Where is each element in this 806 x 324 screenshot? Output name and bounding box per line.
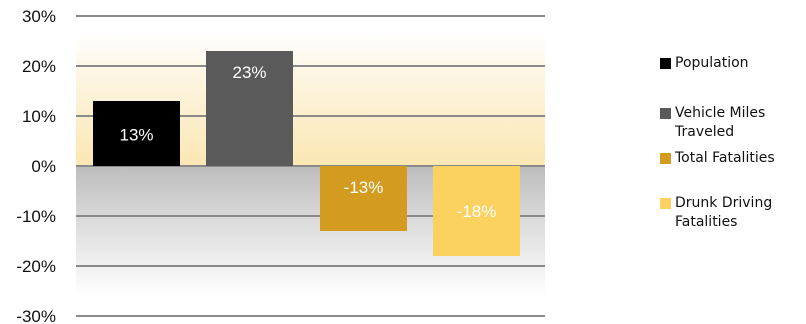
y-tick-label: -20% [16, 257, 56, 276]
y-tick-label: 0% [31, 157, 56, 176]
y-tick-label: 30% [22, 7, 56, 26]
bar-value-label: -13% [344, 178, 384, 197]
y-tick-label: -30% [16, 307, 56, 324]
legend-label-total-fatalities: Total Fatalities [675, 150, 775, 166]
legend-swatch-total-fatalities [660, 153, 671, 164]
legend-item-drunk-driving-fatalities: Drunk Driving Fatalities [660, 194, 806, 232]
legend-swatch-population [660, 58, 671, 69]
legend-swatch-vehicle-miles-traveled [660, 108, 671, 119]
bar-vehicle-miles-traveled [206, 51, 293, 166]
bar-population [93, 101, 180, 166]
legend-label-vehicle-miles-traveled: Vehicle Miles Traveled [675, 105, 766, 140]
bar-drunk-driving-fatalities [433, 166, 520, 256]
bar-value-label: -18% [457, 202, 497, 221]
y-tick-label: -10% [16, 207, 56, 226]
legend-label-population: Population [675, 55, 749, 71]
legend-label-drunk-driving-fatalities: Drunk Driving Fatalities [675, 195, 773, 230]
legend-item-population: Population [660, 54, 806, 73]
bar-value-label: 13% [119, 126, 153, 145]
bars: 13% 23% -13% -18% [93, 51, 520, 256]
legend-swatch-drunk-driving-fatalities [660, 198, 671, 209]
y-axis-ticks: 30% 20% 10% 0% -10% -20% -30% [16, 7, 56, 324]
y-tick-label: 20% [22, 57, 56, 76]
y-tick-label: 10% [22, 107, 56, 126]
legend-item-vehicle-miles-traveled: Vehicle Miles Traveled [660, 104, 806, 142]
bar-value-label: 23% [232, 63, 266, 82]
legend-item-total-fatalities: Total Fatalities [660, 149, 806, 168]
bar-total-fatalities [320, 166, 407, 231]
